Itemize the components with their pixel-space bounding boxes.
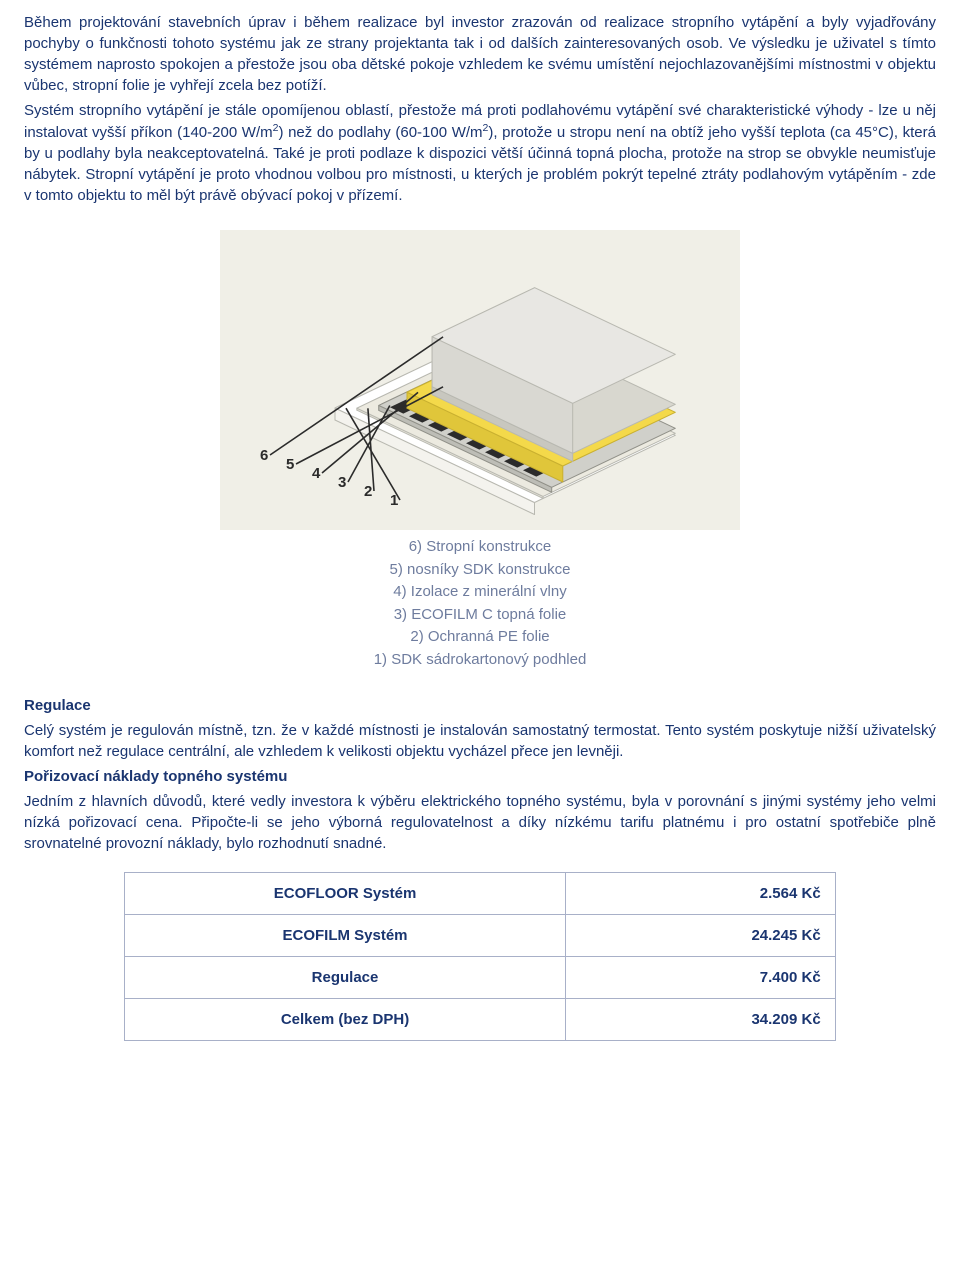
table-row: Regulace7.400 Kč bbox=[125, 957, 835, 999]
section-body-regulace: Celý systém je regulován místně, tzn. že… bbox=[24, 720, 936, 762]
p2-part-b: ) než do podlahy (60-100 W/m bbox=[278, 124, 482, 141]
svg-text:4: 4 bbox=[312, 465, 321, 482]
cost-label: ECOFLOOR Systém bbox=[125, 873, 565, 915]
legend-item: 2) Ochranná PE folie bbox=[24, 626, 936, 649]
legend-item: 3) ECOFILM C topná folie bbox=[24, 604, 936, 627]
diagram-legend: 6) Stropní konstrukce 5) nosníky SDK kon… bbox=[24, 536, 936, 671]
cost-table: ECOFLOOR Systém2.564 KčECOFILM Systém24.… bbox=[124, 872, 835, 1041]
cost-label: ECOFILM Systém bbox=[125, 915, 565, 957]
ceiling-diagram: 6 5 43 2 1 bbox=[24, 230, 936, 530]
svg-text:2: 2 bbox=[364, 483, 372, 500]
ceiling-diagram-svg: 6 5 43 2 1 bbox=[220, 230, 740, 530]
legend-item: 6) Stropní konstrukce bbox=[24, 536, 936, 559]
section-title-cost: Pořizovací náklady topného systému bbox=[24, 766, 936, 787]
table-row: Celkem (bez DPH)34.209 Kč bbox=[125, 999, 835, 1041]
legend-item: 5) nosníky SDK konstrukce bbox=[24, 559, 936, 582]
legend-item: 4) Izolace z minerální vlny bbox=[24, 581, 936, 604]
cost-value: 34.209 Kč bbox=[565, 999, 835, 1041]
paragraph-1: Během projektování stavebních úprav i bě… bbox=[24, 12, 936, 96]
table-row: ECOFLOOR Systém2.564 Kč bbox=[125, 873, 835, 915]
cost-value: 24.245 Kč bbox=[565, 915, 835, 957]
legend-item: 1) SDK sádrokartonový podhled bbox=[24, 649, 936, 672]
section-body-cost: Jedním z hlavních důvodů, které vedly in… bbox=[24, 791, 936, 854]
cost-value: 7.400 Kč bbox=[565, 957, 835, 999]
svg-text:3: 3 bbox=[338, 474, 346, 491]
table-row: ECOFILM Systém24.245 Kč bbox=[125, 915, 835, 957]
svg-text:5: 5 bbox=[286, 456, 294, 473]
paragraph-2: Systém stropního vytápění je stále opomí… bbox=[24, 100, 936, 206]
svg-text:1: 1 bbox=[390, 492, 398, 509]
svg-text:6: 6 bbox=[260, 447, 268, 464]
cost-label: Celkem (bez DPH) bbox=[125, 999, 565, 1041]
cost-label: Regulace bbox=[125, 957, 565, 999]
section-title-regulace: Regulace bbox=[24, 695, 936, 716]
cost-value: 2.564 Kč bbox=[565, 873, 835, 915]
